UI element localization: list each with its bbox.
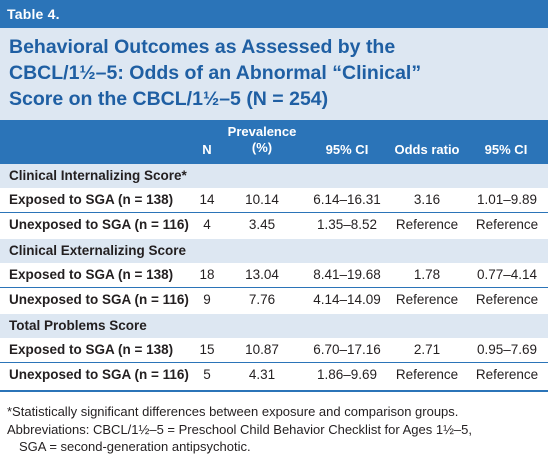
table-header-block: Table 4. Behavioral Outcomes as Assessed… xyxy=(0,0,548,120)
table-row: Unexposed to SGA (n = 116) 4 3.45 1.35–8… xyxy=(0,213,548,237)
cell-prevalence: 3.45 xyxy=(248,217,276,232)
cell-prevalence: 10.14 xyxy=(245,192,279,207)
cell-prevalence: 10.87 xyxy=(245,342,279,357)
cell-ci2: 0.95–7.69 xyxy=(476,342,538,357)
row-divider xyxy=(0,362,548,363)
cell-odds-ratio: Reference xyxy=(395,292,459,307)
section-row: Clinical Externalizing Score xyxy=(0,239,548,263)
cell-ci2: Reference xyxy=(475,292,539,307)
cell-n: 14 xyxy=(199,192,215,207)
row-divider xyxy=(0,287,548,288)
col-header-odds-ratio: Odds ratio xyxy=(394,142,460,157)
table-label-bar xyxy=(0,0,548,28)
table-footnotes: *Statistically significant differences b… xyxy=(7,403,543,456)
cell-ci1: 1.35–8.52 xyxy=(316,217,378,232)
cell-odds-ratio: 3.16 xyxy=(413,192,441,207)
table-row: Unexposed to SGA (n = 116) 5 4.31 1.86–9… xyxy=(0,363,548,387)
cell-odds-ratio: 1.78 xyxy=(413,267,441,282)
row-label: Exposed to SGA (n = 138) xyxy=(9,192,174,207)
row-label: Exposed to SGA (n = 138) xyxy=(9,267,174,282)
cell-n: 15 xyxy=(199,342,215,357)
table-row: Exposed to SGA (n = 138) 14 10.14 6.14–1… xyxy=(0,188,548,212)
col-header-prevalence-line2: (%) xyxy=(251,140,273,155)
col-header-n: N xyxy=(202,142,212,157)
title-line: CBCL/1½–5: Odds of an Abnormal “Clinical… xyxy=(9,62,422,84)
row-label: Unexposed to SGA (n = 116) xyxy=(9,292,189,307)
row-label: Unexposed to SGA (n = 116) xyxy=(9,367,189,382)
section-row: Total Problems Score xyxy=(0,314,548,338)
col-header-prevalence-line1: Prevalence xyxy=(227,124,297,139)
cell-n: 9 xyxy=(203,292,211,307)
cell-ci1: 4.14–14.09 xyxy=(313,292,381,307)
table-row: Exposed to SGA (n = 138) 18 13.04 8.41–1… xyxy=(0,263,548,287)
cell-prevalence: 7.76 xyxy=(248,292,276,307)
cell-n: 5 xyxy=(203,367,211,382)
cell-odds-ratio: Reference xyxy=(395,217,459,232)
cell-ci1: 6.14–16.31 xyxy=(313,192,381,207)
cell-odds-ratio: 2.71 xyxy=(413,342,441,357)
cell-ci2: Reference xyxy=(475,217,539,232)
col-header-prevalence: Prevalence (%) xyxy=(222,124,302,156)
title-line: Score on the CBCL/1½–5 (N = 254) xyxy=(9,88,329,110)
title-line: Behavioral Outcomes as Assessed by the xyxy=(9,36,396,58)
row-label: Unexposed to SGA (n = 116) xyxy=(9,217,189,232)
section-row: Clinical Internalizing Score* xyxy=(0,164,548,188)
cell-ci2: 0.77–4.14 xyxy=(476,267,538,282)
row-label: Exposed to SGA (n = 138) xyxy=(9,342,174,357)
section-label: Clinical Internalizing Score* xyxy=(9,168,187,183)
cell-prevalence: 13.04 xyxy=(245,267,279,282)
col-header-ci2: 95% CI xyxy=(484,142,528,157)
table-row: Exposed to SGA (n = 138) 15 10.87 6.70–1… xyxy=(0,338,548,362)
cell-n: 4 xyxy=(203,217,211,232)
cell-prevalence: 4.31 xyxy=(248,367,276,382)
section-label: Clinical Externalizing Score xyxy=(9,243,187,258)
column-header-row: N Prevalence (%) 95% CI Odds ratio 95% C… xyxy=(0,120,548,164)
cell-n: 18 xyxy=(199,267,215,282)
cell-ci1: 8.41–19.68 xyxy=(313,267,381,282)
table-label: Table 4. xyxy=(7,6,60,22)
cell-ci1: 6.70–17.16 xyxy=(313,342,381,357)
cell-ci2: Reference xyxy=(475,367,539,382)
cell-ci1: 1.86–9.69 xyxy=(316,367,378,382)
table-bottom-rule xyxy=(0,390,548,392)
row-divider xyxy=(0,212,548,213)
section-label: Total Problems Score xyxy=(9,318,147,333)
col-header-ci1: 95% CI xyxy=(325,142,369,157)
cell-ci2: 1.01–9.89 xyxy=(476,192,538,207)
table-title: Behavioral Outcomes as Assessed by the C… xyxy=(9,34,539,112)
footnote-abbreviations: Abbreviations: CBCL/1½–5 = Preschool Chi… xyxy=(7,421,473,437)
footnote-significance: *Statistically significant differences b… xyxy=(7,404,459,419)
table-row: Unexposed to SGA (n = 116) 9 7.76 4.14–1… xyxy=(0,288,548,312)
footnote-abbreviations-cont: SGA = second-generation antipsychotic. xyxy=(19,439,251,454)
cell-odds-ratio: Reference xyxy=(395,367,459,382)
